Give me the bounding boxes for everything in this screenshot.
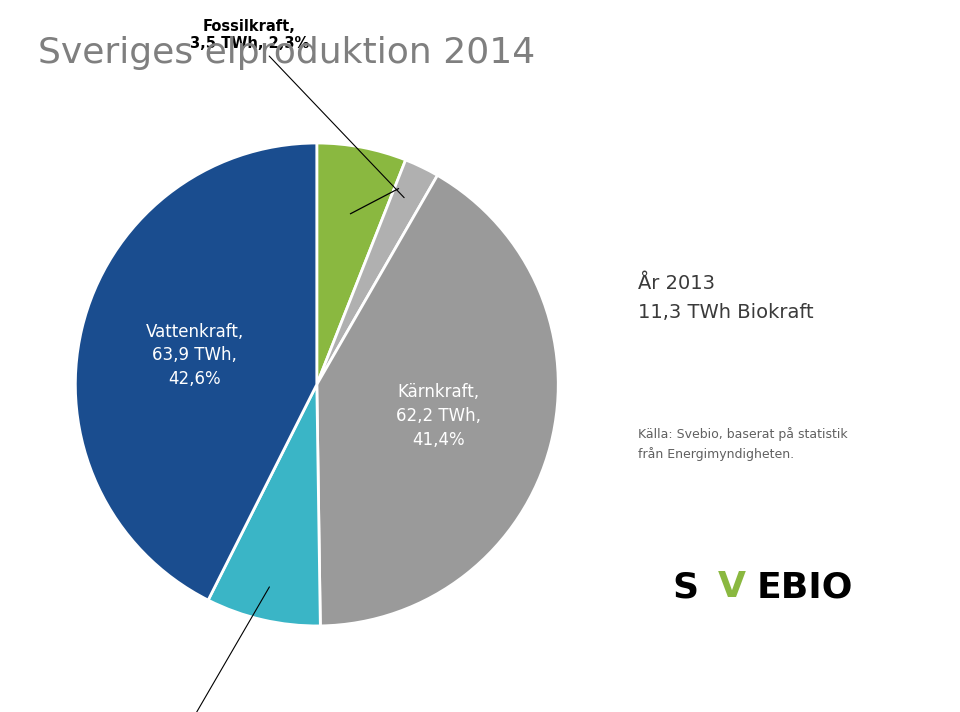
Wedge shape (317, 160, 438, 384)
Text: Fossilkraft,
3,5 TWh, 2,3%: Fossilkraft, 3,5 TWh, 2,3% (189, 19, 404, 198)
Text: S: S (672, 570, 698, 604)
Text: V: V (718, 570, 746, 604)
Text: Biokraft,
9 TWh, 6%: Biokraft, 9 TWh, 6% (432, 118, 557, 163)
Wedge shape (317, 175, 559, 626)
Text: 11,3 TWh Biokraft: 11,3 TWh Biokraft (638, 303, 814, 322)
Text: Källa: Svebio, baserat på statistik
från Energimyndigheten.: Källa: Svebio, baserat på statistik från… (638, 427, 848, 461)
Wedge shape (75, 143, 317, 600)
Wedge shape (208, 384, 321, 626)
Text: Vindkraft,
11,5 TWh, 7,7%: Vindkraft, 11,5 TWh, 7,7% (119, 587, 270, 712)
Text: Sveriges elproduktion 2014: Sveriges elproduktion 2014 (38, 36, 536, 70)
Text: www.svebio.se: www.svebio.se (853, 691, 946, 703)
Text: Vattenkraft,
63,9 TWh,
42,6%: Vattenkraft, 63,9 TWh, 42,6% (146, 323, 244, 388)
Text: År 2013: År 2013 (638, 274, 715, 293)
Wedge shape (317, 143, 406, 384)
Text: EBIO: EBIO (756, 570, 853, 604)
Text: Kärnkraft,
62,2 TWh,
41,4%: Kärnkraft, 62,2 TWh, 41,4% (396, 384, 481, 449)
